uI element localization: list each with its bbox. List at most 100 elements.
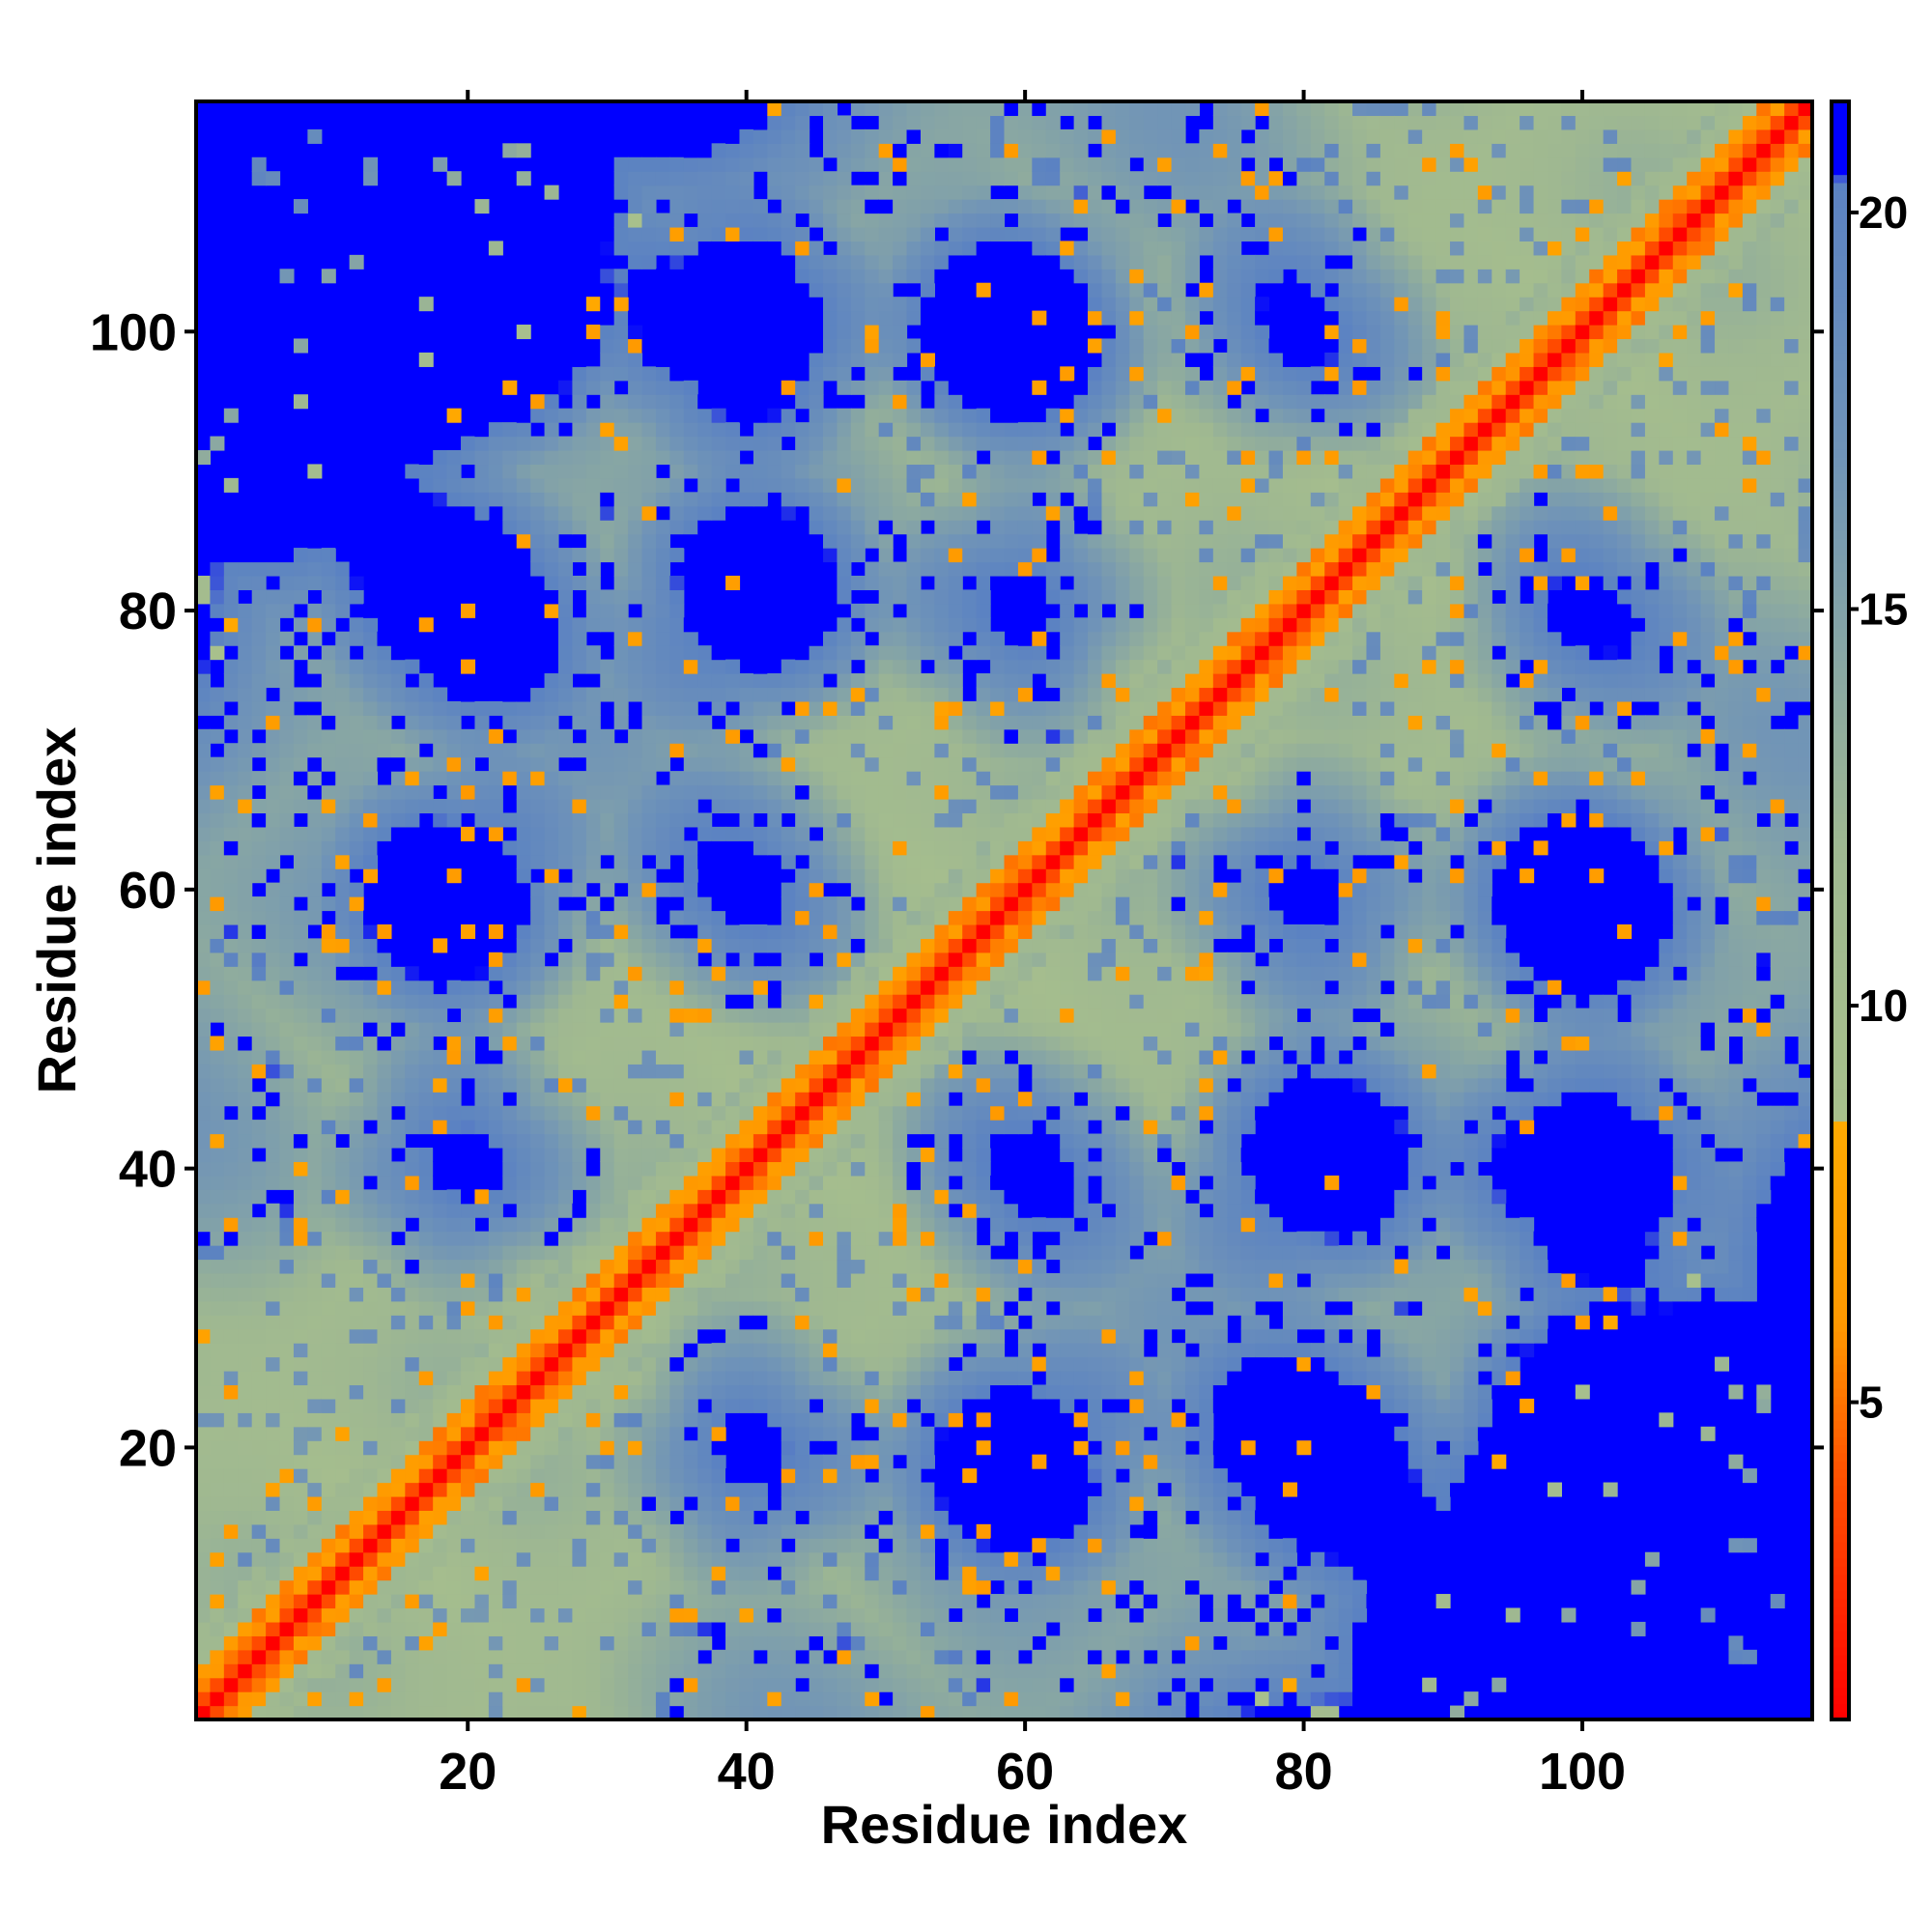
heatmap-cell: [251, 1495, 267, 1512]
heatmap-cell: [613, 338, 629, 354]
heatmap-cell: [669, 505, 685, 521]
heatmap-cell: [655, 1398, 670, 1413]
heatmap-cell: [753, 966, 768, 981]
heatmap-cell: [613, 408, 629, 423]
heatmap-cell: [683, 380, 698, 395]
heatmap-cell: [210, 1510, 225, 1525]
heatmap-cell: [683, 812, 698, 828]
heatmap-cell: [461, 1440, 476, 1456]
heatmap-cell: [948, 464, 963, 479]
heatmap-cell: [474, 1677, 490, 1692]
heatmap-cell: [405, 1064, 420, 1079]
heatmap-cell: [878, 1105, 894, 1121]
heatmap-cell: [349, 715, 364, 730]
heatmap-cell: [279, 1077, 295, 1093]
heatmap-cell: [223, 1510, 239, 1525]
heatmap-cell: [920, 533, 935, 549]
heatmap-cell: [641, 1147, 657, 1163]
heatmap-cell: [976, 631, 991, 646]
heatmap-cell: [878, 1356, 894, 1372]
heatmap-cell: [544, 715, 559, 730]
heatmap-cell: [823, 1259, 838, 1274]
heatmap-cell: [697, 1105, 713, 1121]
heatmap-cell: [920, 171, 935, 186]
heatmap-cell: [976, 1663, 991, 1679]
heatmap-cell: [711, 1398, 726, 1413]
heatmap-cell: [976, 1579, 991, 1595]
heatmap-cell: [893, 1315, 908, 1330]
heatmap-cell: [279, 603, 295, 618]
heatmap-cell: [948, 1105, 963, 1121]
heatmap-cell: [641, 631, 657, 646]
heatmap-cell: [600, 1566, 615, 1581]
heatmap-cell: [349, 728, 364, 744]
heatmap-cell: [753, 1287, 768, 1302]
heatmap-cell: [279, 1315, 295, 1330]
heatmap-cell: [293, 1551, 308, 1567]
heatmap-cell: [795, 1621, 810, 1636]
heatmap-cell: [516, 966, 531, 981]
heatmap-cell: [544, 505, 559, 521]
heatmap-cell: [349, 1328, 364, 1344]
heatmap-cell: [196, 1594, 212, 1609]
heatmap-cell: [405, 1468, 420, 1484]
heatmap-cell: [962, 756, 978, 772]
heatmap-cell: [363, 631, 379, 646]
heatmap-cell: [349, 631, 364, 646]
heatmap-cell: [697, 1036, 713, 1051]
heatmap-cell: [976, 1008, 991, 1023]
heatmap-cell: [934, 700, 950, 716]
heatmap-cell: [948, 115, 963, 130]
heatmap-cell: [655, 548, 670, 563]
heatmap-cell: [307, 1398, 323, 1413]
heatmap-cell: [446, 743, 462, 758]
heatmap-cell: [655, 1133, 670, 1149]
heatmap-cell: [557, 631, 573, 646]
heatmap-cell: [837, 771, 852, 786]
heatmap-cell: [349, 1621, 364, 1636]
heatmap-cell: [279, 1287, 295, 1302]
heatmap-cell: [697, 1161, 713, 1177]
heatmap-cell: [878, 101, 894, 117]
heatmap-cell: [293, 1579, 308, 1595]
heatmap-cell: [530, 1049, 546, 1065]
heatmap-cell: [516, 896, 531, 912]
heatmap-cell: [934, 868, 950, 884]
heatmap-cell: [934, 1077, 950, 1093]
heatmap-cell: [920, 1579, 935, 1595]
heatmap-cell: [238, 1008, 253, 1023]
heatmap-cell: [266, 1231, 281, 1246]
heatmap-cell: [461, 1315, 476, 1330]
heatmap-cell: [906, 380, 922, 395]
heatmap-cell: [196, 1272, 212, 1288]
heatmap-cell: [753, 477, 768, 493]
heatmap-cell: [321, 1412, 336, 1428]
heatmap-cell: [251, 1356, 267, 1372]
heatmap-cell: [613, 1663, 629, 1679]
heatmap-cell: [530, 1649, 546, 1664]
heatmap-cell: [725, 505, 741, 521]
heatmap-cell: [446, 1022, 462, 1037]
heatmap-cell: [210, 938, 225, 953]
heatmap-cell: [363, 1245, 379, 1261]
heatmap-cell: [557, 1147, 573, 1163]
heatmap-cell: [600, 1538, 615, 1553]
heatmap-cell: [725, 1677, 741, 1692]
heatmap-cell: [613, 1440, 629, 1456]
heatmap-cell: [321, 1384, 336, 1400]
heatmap-cell: [293, 1036, 308, 1051]
heatmap-cell: [683, 1189, 698, 1205]
heatmap-cell: [920, 617, 935, 633]
heatmap-cell: [279, 1384, 295, 1400]
heatmap-cell: [823, 631, 838, 646]
heatmap-cell: [349, 840, 364, 856]
heatmap-cell: [377, 826, 392, 841]
heatmap-cell: [405, 728, 420, 744]
heatmap-cell: [585, 505, 601, 521]
heatmap-cell: [795, 1691, 810, 1707]
heatmap-cell: [850, 910, 866, 925]
heatmap-cell: [948, 1064, 963, 1079]
heatmap-cell: [641, 408, 657, 423]
heatmap-cell: [948, 1161, 963, 1177]
heatmap-cell: [725, 1356, 741, 1372]
